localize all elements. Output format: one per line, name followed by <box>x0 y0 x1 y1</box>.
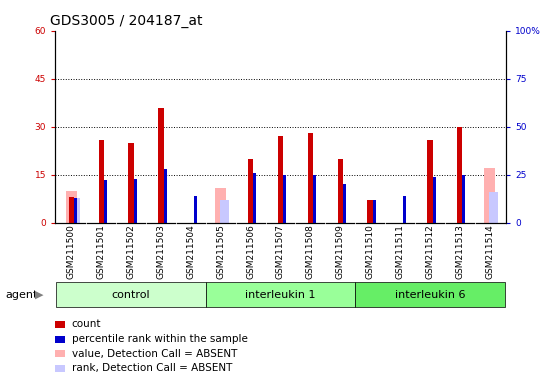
Text: GSM211504: GSM211504 <box>186 224 195 278</box>
Text: GSM211500: GSM211500 <box>67 224 76 279</box>
Bar <box>221 200 229 223</box>
Bar <box>489 192 498 223</box>
Bar <box>134 179 137 223</box>
Text: GSM211512: GSM211512 <box>425 224 435 278</box>
Bar <box>338 159 343 223</box>
Bar <box>254 173 256 223</box>
Text: agent: agent <box>6 290 38 300</box>
Text: GSM211503: GSM211503 <box>157 224 166 279</box>
Bar <box>343 184 346 223</box>
Text: percentile rank within the sample: percentile rank within the sample <box>72 334 248 344</box>
Text: GSM211506: GSM211506 <box>246 224 255 279</box>
Text: rank, Detection Call = ABSENT: rank, Detection Call = ABSENT <box>72 363 232 373</box>
Bar <box>194 196 196 223</box>
Text: GSM211511: GSM211511 <box>395 224 404 279</box>
Bar <box>129 143 134 223</box>
Text: GSM211508: GSM211508 <box>306 224 315 279</box>
Text: ▶: ▶ <box>35 290 44 300</box>
Bar <box>74 198 77 223</box>
Bar <box>66 191 77 223</box>
Text: value, Detection Call = ABSENT: value, Detection Call = ABSENT <box>72 349 237 359</box>
Bar <box>313 175 316 223</box>
Bar <box>403 196 406 223</box>
Bar <box>484 168 495 223</box>
Bar <box>71 198 80 223</box>
Bar <box>104 180 107 223</box>
Text: GSM211502: GSM211502 <box>126 224 136 278</box>
Bar <box>427 139 432 223</box>
Bar <box>69 197 74 223</box>
Bar <box>457 127 463 223</box>
Bar <box>248 159 254 223</box>
Text: GSM211514: GSM211514 <box>485 224 494 278</box>
Bar <box>373 200 376 223</box>
Text: GSM211501: GSM211501 <box>97 224 106 279</box>
Bar <box>463 175 465 223</box>
Text: GSM211509: GSM211509 <box>336 224 345 279</box>
Text: GSM211507: GSM211507 <box>276 224 285 279</box>
Text: control: control <box>112 290 151 300</box>
Bar <box>164 169 167 223</box>
Bar <box>432 177 436 223</box>
Bar <box>98 139 104 223</box>
Bar <box>278 136 283 223</box>
Text: GSM211505: GSM211505 <box>216 224 225 279</box>
Text: GSM211513: GSM211513 <box>455 224 464 279</box>
Text: interleukin 6: interleukin 6 <box>394 290 465 300</box>
Bar <box>158 108 164 223</box>
Bar <box>307 133 313 223</box>
Text: GDS3005 / 204187_at: GDS3005 / 204187_at <box>51 14 203 28</box>
Bar <box>283 175 286 223</box>
Bar <box>367 200 373 223</box>
Text: count: count <box>72 319 101 329</box>
Text: GSM211510: GSM211510 <box>366 224 375 279</box>
Bar <box>215 187 227 223</box>
Text: interleukin 1: interleukin 1 <box>245 290 316 300</box>
